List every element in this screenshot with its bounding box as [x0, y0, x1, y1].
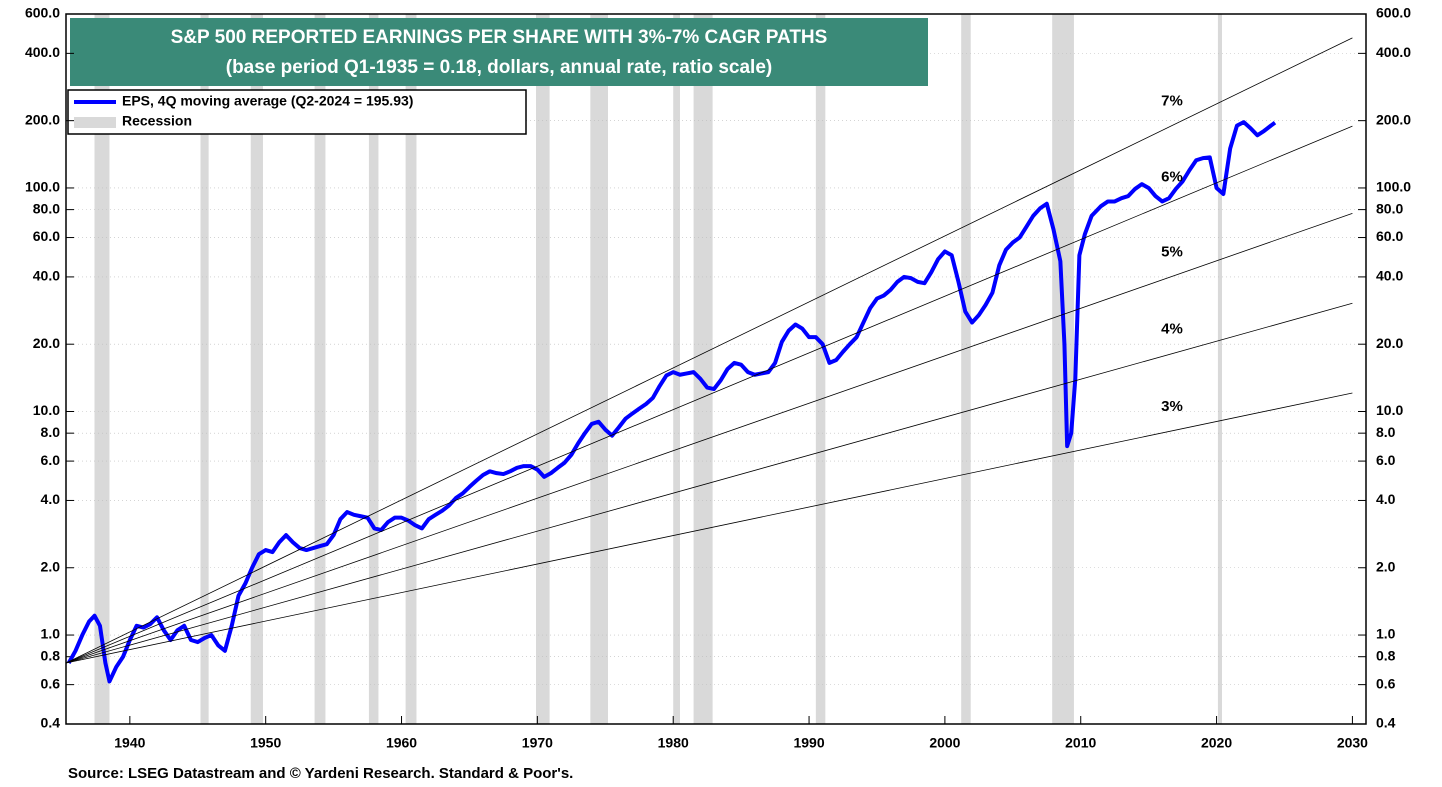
- y2-tick-label: 8.0: [1376, 424, 1396, 440]
- x-tick-label: 1980: [658, 735, 689, 751]
- cagr-label: 7%: [1161, 93, 1183, 110]
- y2-tick-label: 4.0: [1376, 491, 1396, 507]
- y-tick-label: 8.0: [41, 424, 61, 440]
- y2-tick-label: 0.8: [1376, 647, 1396, 663]
- legend-swatch: [74, 117, 116, 128]
- y2-tick-label: 80.0: [1376, 200, 1403, 216]
- recession-band: [200, 14, 209, 724]
- y2-tick-label: 60.0: [1376, 228, 1403, 244]
- legend-label: Recession: [122, 113, 192, 129]
- x-tick-label: 2030: [1337, 735, 1368, 751]
- recession-band: [1052, 14, 1074, 724]
- recession-band: [94, 14, 110, 724]
- recession-band: [961, 14, 971, 724]
- x-tick-label: 1950: [250, 735, 281, 751]
- y2-tick-label: 6.0: [1376, 452, 1396, 468]
- x-tick-label: 1990: [793, 735, 824, 751]
- cagr-line: [65, 212, 1353, 664]
- y2-tick-label: 2.0: [1376, 558, 1396, 574]
- y-tick-label: 4.0: [41, 491, 61, 507]
- cagr-line: [65, 302, 1353, 664]
- cagr-line: [65, 392, 1353, 664]
- y-tick-label: 0.8: [41, 647, 61, 663]
- y-tick-label: 80.0: [33, 200, 60, 216]
- y2-tick-label: 400.0: [1376, 44, 1411, 60]
- y-tick-label: 60.0: [33, 228, 60, 244]
- y-tick-label: 600.0: [25, 5, 60, 21]
- y-tick-label: 20.0: [33, 335, 60, 351]
- recession-band: [673, 14, 681, 724]
- legend-box: [67, 89, 527, 135]
- recession-band: [536, 14, 550, 724]
- cagr-label: 3%: [1161, 398, 1183, 415]
- legend-label: EPS, 4Q moving average (Q2-2024 = 195.93…: [122, 93, 413, 109]
- recession-band: [368, 14, 379, 724]
- y2-tick-label: 100.0: [1376, 179, 1411, 195]
- y-tick-label: 2.0: [41, 558, 61, 574]
- y-tick-label: 200.0: [25, 111, 60, 127]
- y2-tick-label: 0.6: [1376, 675, 1396, 691]
- y2-tick-label: 1.0: [1376, 626, 1396, 642]
- x-tick-label: 1970: [522, 735, 553, 751]
- recession-band: [590, 14, 609, 724]
- chart-title: S&P 500 REPORTED EARNINGS PER SHARE WITH…: [171, 27, 828, 48]
- y-tick-label: 100.0: [25, 179, 60, 195]
- cagr-label: 6%: [1161, 168, 1183, 185]
- x-tick-label: 2000: [929, 735, 960, 751]
- cagr-label: 4%: [1161, 321, 1183, 338]
- y2-tick-label: 0.4: [1376, 715, 1396, 731]
- title-box: [70, 18, 928, 86]
- cagr-line: [65, 125, 1353, 664]
- recession-band: [815, 14, 826, 724]
- y-tick-label: 400.0: [25, 44, 60, 60]
- recession-band: [250, 14, 263, 724]
- source-note: Source: LSEG Datastream and © Yardeni Re…: [68, 765, 573, 782]
- y2-tick-label: 20.0: [1376, 335, 1403, 351]
- x-tick-label: 1960: [386, 735, 417, 751]
- recession-band: [405, 14, 417, 724]
- plot-frame: [65, 13, 1367, 725]
- y-tick-label: 1.0: [41, 626, 61, 642]
- y-tick-label: 0.4: [41, 715, 61, 731]
- eps-line: [66, 120, 1277, 684]
- cagr-line: [65, 37, 1353, 664]
- x-tick-label: 2020: [1201, 735, 1232, 751]
- y-tick-label: 0.6: [41, 675, 61, 691]
- x-tick-label: 2010: [1065, 735, 1096, 751]
- x-tick-label: 1940: [114, 735, 145, 751]
- y2-tick-label: 40.0: [1376, 268, 1403, 284]
- y-tick-label: 6.0: [41, 452, 61, 468]
- y2-tick-label: 200.0: [1376, 111, 1411, 127]
- y-tick-label: 10.0: [33, 402, 60, 418]
- chart-subtitle: (base period Q1-1935 = 0.18, dollars, an…: [226, 57, 772, 78]
- y-tick-label: 40.0: [33, 268, 60, 284]
- recession-band: [314, 14, 326, 724]
- recession-band: [1217, 14, 1223, 724]
- recession-band: [693, 14, 713, 724]
- cagr-label: 5%: [1161, 243, 1183, 260]
- y2-tick-label: 600.0: [1376, 5, 1411, 21]
- y2-tick-label: 10.0: [1376, 402, 1403, 418]
